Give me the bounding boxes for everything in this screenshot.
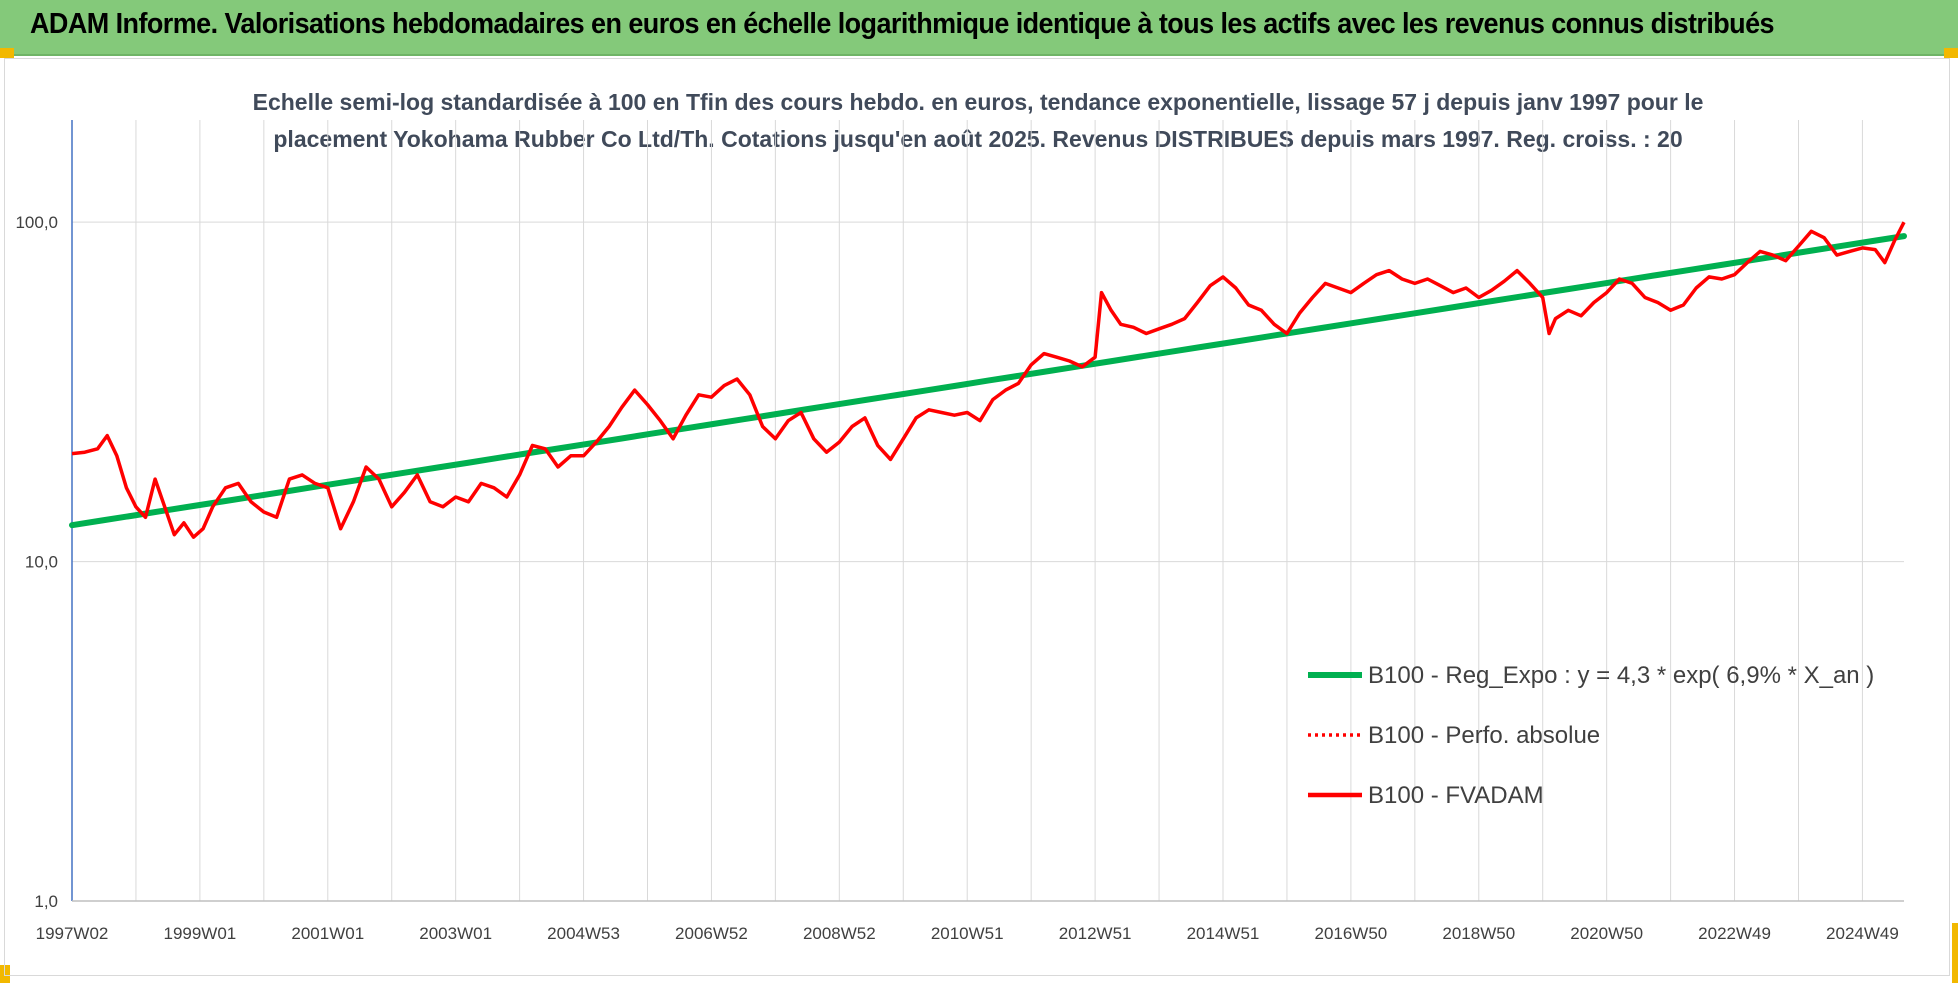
axes [71, 120, 1904, 902]
x-tick-label: 2016W50 [1314, 924, 1387, 943]
x-tick-label: 2022W49 [1698, 924, 1771, 943]
x-tick-label: 2010W51 [931, 924, 1004, 943]
x-tick-label: 2024W49 [1826, 924, 1899, 943]
x-tick-label: 2001W01 [291, 924, 364, 943]
series-line-reg-expo [69, 233, 1907, 529]
y-tick-label: 1,0 [34, 892, 58, 911]
x-tick-label: 2018W50 [1442, 924, 1515, 943]
x-tick-label: 2012W51 [1059, 924, 1132, 943]
x-tick-label: 2008W52 [803, 924, 876, 943]
x-tick-label: 1997W02 [36, 924, 109, 943]
series-layer [69, 221, 1907, 539]
x-tick-label: 1999W01 [163, 924, 236, 943]
x-tick-label: 2014W51 [1187, 924, 1260, 943]
legend-label: B100 - FVADAM [1368, 782, 1544, 809]
legend: B100 - Reg_Expo : y = 4,3 * exp( 6,9% * … [1308, 662, 1874, 809]
page-title: ADAM Informe. Valorisations hebdomadaire… [30, 8, 1775, 40]
y-tick-label: 100,0 [15, 213, 58, 232]
x-tick-label: 2020W50 [1570, 924, 1643, 943]
y-axis-ticks: 1,0 10,0 100,0 [15, 213, 58, 911]
gridlines [71, 120, 1904, 902]
chart-subtitle-line-1: Echelle semi-log standardisée à 100 en T… [253, 89, 1704, 115]
header-bar: ADAM Informe. Valorisations hebdomadaire… [0, 0, 1958, 56]
x-axis-ticks: 1997W02 1999W01 2001W01 2003W01 2004W53 2006W… [36, 924, 1899, 943]
series-line-fvadam [71, 221, 1906, 539]
corner-accent-bottom-left [0, 965, 10, 983]
x-tick-label: 2003W01 [419, 924, 492, 943]
corner-accent-bottom-right [1952, 923, 1958, 983]
chart-frame [4, 58, 1950, 976]
legend-label: B100 - Reg_Expo : y = 4,3 * exp( 6,9% * … [1368, 662, 1874, 689]
x-tick-label: 2006W52 [675, 924, 748, 943]
x-tick-label: 2004W53 [547, 924, 620, 943]
corner-accent-top-left [0, 48, 14, 58]
legend-label: B100 - Perfo. absolue [1368, 722, 1600, 749]
corner-accent-top-right [1944, 48, 1958, 58]
chart-subtitle-line-2: placement Yokohama Rubber Co Ltd/Th. Cot… [273, 126, 1682, 152]
y-tick-label: 10,0 [25, 553, 58, 572]
